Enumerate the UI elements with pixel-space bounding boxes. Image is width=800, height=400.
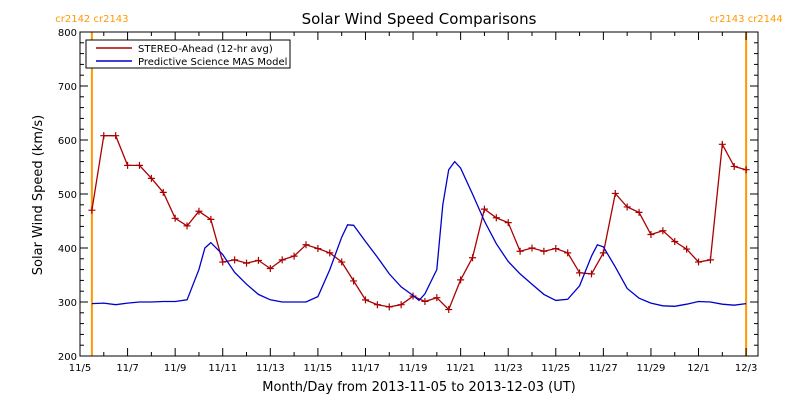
x-tick-label: 11/25 (541, 363, 570, 374)
x-tick-label: 11/15 (303, 363, 332, 374)
data-point-stereo (480, 205, 488, 213)
y-tick-label: 200 (58, 352, 77, 363)
data-point-stereo (671, 238, 679, 246)
data-point-stereo (564, 249, 572, 257)
y-tick-label: 800 (58, 28, 77, 39)
data-point-stereo (635, 208, 643, 216)
data-point-stereo (112, 132, 120, 140)
rotation-marker-label: cr2142 cr2143 (55, 14, 128, 25)
data-point-stereo (492, 214, 500, 222)
data-point-stereo (290, 252, 298, 260)
x-tick-label: 11/19 (399, 363, 428, 374)
x-tick-label: 12/3 (735, 363, 757, 374)
x-axis-title: Month/Day from 2013-11-05 to 2013-12-03 … (262, 380, 575, 395)
data-point-stereo (159, 188, 167, 196)
y-tick-label: 700 (58, 82, 77, 93)
data-point-stereo (88, 206, 96, 214)
data-point-stereo (397, 301, 405, 309)
x-tick-label: 11/13 (256, 363, 285, 374)
y-axis-title: Solar Wind Speed (km/s) (31, 115, 46, 275)
data-point-stereo (361, 296, 369, 304)
x-tick-label: 11/9 (164, 363, 186, 374)
data-point-stereo (326, 249, 334, 257)
data-point-stereo (659, 227, 667, 235)
x-tick-label: 11/27 (589, 363, 618, 374)
data-point-stereo (528, 244, 536, 252)
rotation-markers: cr2142 cr2143 cr2143 cr2144 (55, 14, 783, 356)
data-point-stereo (243, 259, 251, 267)
data-point-stereo (219, 258, 227, 266)
x-tick-label: 11/29 (637, 363, 666, 374)
x-tick-label: 11/11 (208, 363, 237, 374)
plot-frame (79, 31, 759, 357)
data-point-stereo (706, 256, 714, 264)
data-point-stereo (195, 207, 203, 215)
data-point-stereo (552, 245, 560, 253)
data-point-stereo (385, 303, 393, 311)
data-point-stereo (100, 132, 108, 140)
x-tick-label: 11/21 (446, 363, 475, 374)
data-point-stereo (373, 301, 381, 309)
data-point-stereo (516, 247, 524, 255)
data-point-stereo (683, 245, 691, 253)
legend: STEREO-Ahead (12-hr avg) Predictive Scie… (85, 39, 291, 69)
data-point-stereo (695, 258, 703, 266)
y-tick-label: 500 (58, 190, 77, 201)
data-point-stereo (587, 270, 595, 278)
y-tick-label: 600 (58, 136, 77, 147)
series-line-stereo (91, 135, 747, 311)
data-point-stereo (576, 269, 584, 277)
data-point-stereo (350, 277, 358, 285)
data-point-stereo (124, 161, 132, 169)
legend-label-mas: Predictive Science MAS Model (138, 57, 287, 68)
y-tick-label: 400 (58, 244, 77, 255)
x-tick-label: 11/5 (69, 363, 91, 374)
data-point-stereo (433, 294, 441, 302)
data-point-stereo (302, 241, 310, 249)
x-tick-label: 12/1 (687, 363, 709, 374)
data-point-stereo (266, 265, 274, 273)
chart-title: Solar Wind Speed Comparisons (302, 10, 537, 28)
data-point-stereo (183, 222, 191, 230)
data-point-stereo (278, 256, 286, 264)
y-tick-label: 300 (58, 298, 77, 309)
data-point-stereo (469, 254, 477, 262)
data-point-stereo (742, 166, 750, 174)
axes: 200 300 400 500 600 700 800 11/5 11/7 11/9 11/11 11… (58, 28, 759, 374)
data-point-stereo (207, 215, 215, 223)
legend-label-stereo: STEREO-Ahead (12-hr avg) (138, 44, 273, 55)
data-point-stereo (623, 203, 631, 211)
data-point-stereo (730, 162, 738, 170)
series-line-mas (91, 160, 747, 307)
data-point-stereo (421, 297, 429, 305)
data-point-stereo (147, 174, 155, 182)
data-point-stereo (611, 189, 619, 197)
data-point-stereo (445, 306, 453, 314)
data-point-stereo (135, 161, 143, 169)
x-tick-label: 11/17 (351, 363, 380, 374)
data-point-stereo (718, 140, 726, 148)
series-layer (88, 132, 750, 314)
x-tick-label: 11/23 (494, 363, 523, 374)
data-point-stereo (254, 256, 262, 264)
data-point-stereo (338, 258, 346, 266)
x-tick-label: 11/7 (116, 363, 138, 374)
data-point-stereo (457, 276, 465, 284)
data-point-stereo (314, 245, 322, 253)
data-point-stereo (504, 219, 512, 227)
data-point-stereo (231, 256, 239, 264)
rotation-marker-label: cr2143 cr2144 (709, 14, 782, 25)
data-point-stereo (647, 231, 655, 238)
legend-box (85, 39, 291, 69)
data-point-stereo (540, 247, 548, 255)
data-point-stereo (171, 214, 179, 222)
data-point-stereo (599, 249, 607, 257)
